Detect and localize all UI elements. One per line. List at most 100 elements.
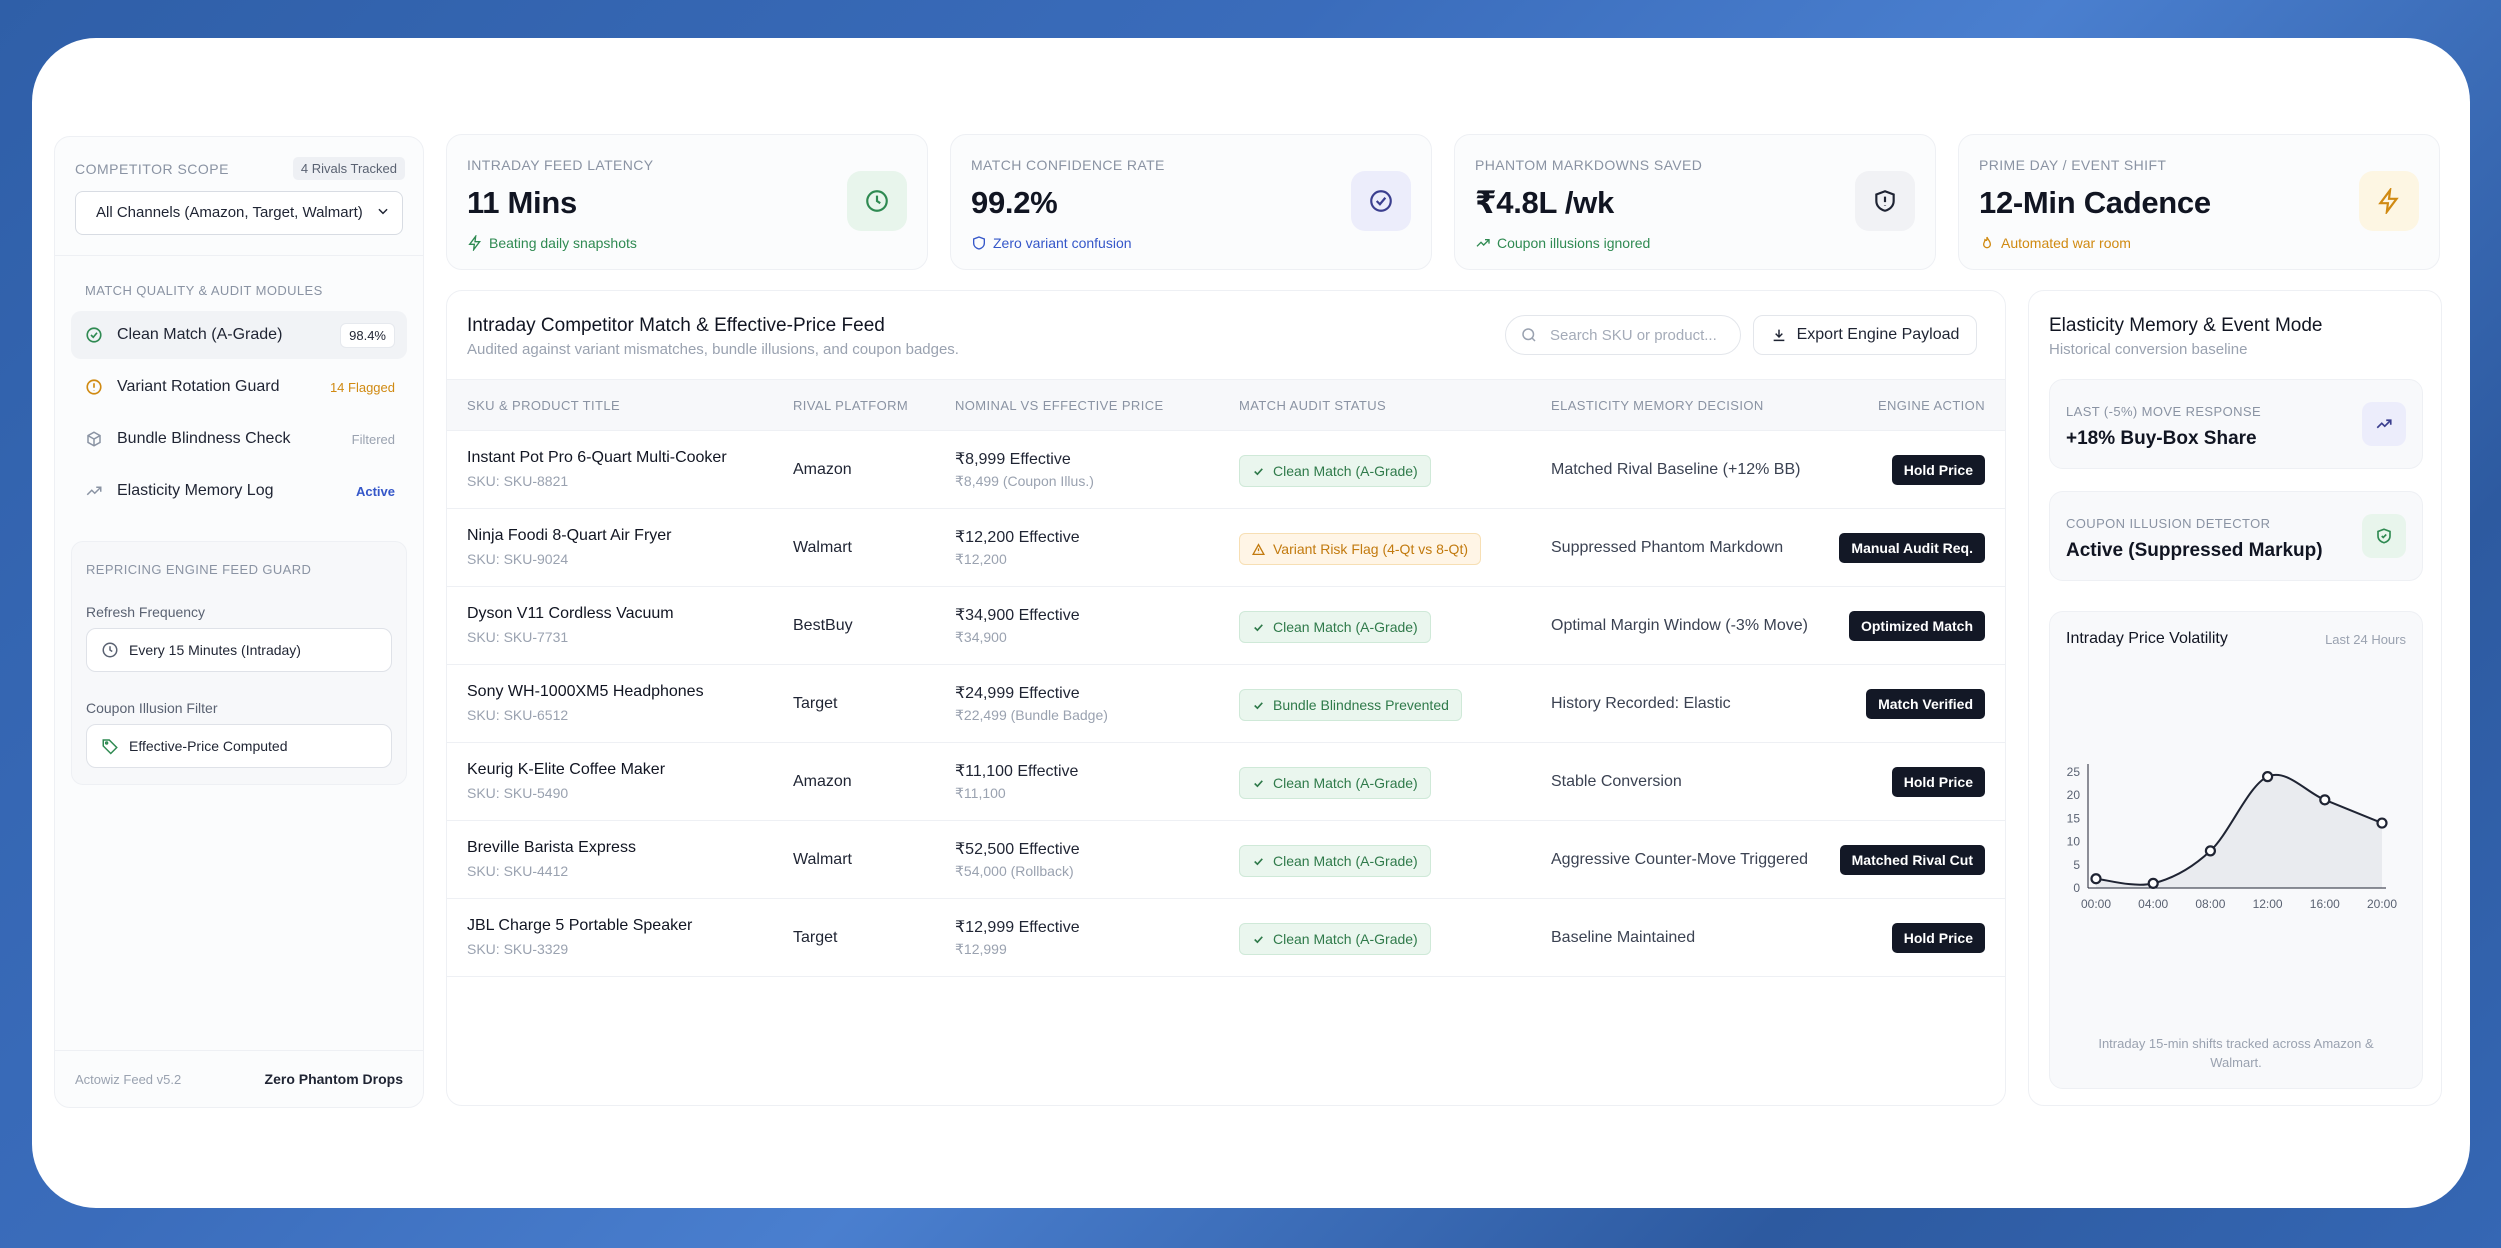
engine-action-button[interactable]: Manual Audit Req. [1839, 533, 1985, 563]
engine-action-button[interactable]: Hold Price [1891, 923, 1985, 953]
elasticity-decision: Stable Conversion [1551, 773, 1682, 790]
kpi-card-match-confidence: MATCH CONFIDENCE RATE 99.2% Zero variant… [950, 134, 1432, 270]
kpi-label: INTRADAY FEED LATENCY [467, 157, 654, 173]
sidebar-item-bundle-blindness[interactable]: Bundle Blindness Check Filtered [71, 415, 407, 463]
chart-y-tick: 25 [2067, 765, 2081, 779]
nominal-price: ₹34,900 [955, 629, 1007, 645]
kpi-value: 11 Mins [467, 185, 577, 220]
engine-action-button[interactable]: Matched Rival Cut [1839, 845, 1985, 875]
column-header: NOMINAL VS EFFECTIVE PRICE [955, 398, 1164, 413]
elasticity-decision: Aggressive Counter-Move Triggered [1551, 851, 1809, 868]
audit-status-text: Variant Risk Flag (4-Qt vs 8-Qt) [1273, 541, 1469, 557]
coupon-detector-card: COUPON ILLUSION DETECTOR Active (Suppres… [2049, 491, 2423, 581]
refresh-frequency-field[interactable]: Every 15 Minutes (Intraday) [86, 628, 392, 672]
coupon-filter-label: Coupon Illusion Filter [86, 700, 218, 716]
column-header: RIVAL PLATFORM [793, 398, 909, 413]
chart-x-tick: 16:00 [2310, 897, 2340, 911]
chart-x-tick: 12:00 [2253, 897, 2283, 911]
coupon-filter-field[interactable]: Effective-Price Computed [86, 724, 392, 768]
chart-x-tick: 00:00 [2081, 897, 2111, 911]
engine-action-button[interactable]: Match Verified [1866, 689, 1985, 719]
zero-phantom-drops: Zero Phantom Drops [264, 1071, 403, 1087]
product-sku: SKU: SKU-7731 [467, 629, 569, 645]
kpi-card-phantom-markdowns: PHANTOM MARKDOWNS SAVED ₹4.8L /wk Coupon… [1454, 134, 1936, 270]
chart-point [2319, 794, 2331, 806]
chart-point [2147, 877, 2159, 889]
table-row[interactable]: Sony WH-1000XM5 Headphones SKU: SKU-6512 T… [447, 665, 2005, 743]
nominal-price: ₹54,000 (Rollback) [955, 863, 1074, 879]
effective-price: ₹12,999 Effective [955, 919, 1080, 936]
sidebar-footer-divider [55, 1050, 423, 1051]
nominal-price: ₹22,499 (Bundle Badge) [955, 707, 1108, 723]
kpi-label: PHANTOM MARKDOWNS SAVED [1475, 157, 1703, 173]
check-circle-icon [86, 327, 102, 343]
table-header: SKU & PRODUCT TITLE RIVAL PLATFORM NOMIN… [447, 379, 2005, 431]
clock-icon [102, 642, 118, 658]
product-title: JBL Charge 5 Portable Speaker [467, 917, 693, 934]
export-button[interactable]: Export Engine Payload [1753, 315, 1977, 355]
channel-select-value: All Channels (Amazon, Target, Walmart) [96, 204, 363, 221]
elasticity-decision: Optimal Margin Window (-3% Move) [1551, 617, 1808, 634]
chart-x-tick: 04:00 [2138, 897, 2168, 911]
table-row[interactable]: Ninja Foodi 8-Quart Air Fryer SKU: SKU-90… [447, 509, 2005, 587]
sidebar-item-elasticity-memory[interactable]: Elasticity Memory Log Active [71, 467, 407, 515]
sidebar-item-clean-match[interactable]: Clean Match (A-Grade) 98.4% [71, 311, 407, 359]
rival-platform: Target [793, 929, 838, 946]
chart-range: Last 24 Hours [2325, 632, 2406, 647]
audit-status-badge: Bundle Blindness Prevented [1239, 689, 1462, 721]
engine-action-button[interactable]: Optimized Match [1848, 611, 1985, 641]
table-row[interactable]: Instant Pot Pro 6-Quart Multi-Cooker SKU:… [447, 431, 2005, 509]
engine-action-button[interactable]: Hold Price [1891, 767, 1985, 797]
check-icon [1254, 857, 1263, 865]
rival-platform: Walmart [793, 851, 852, 868]
audit-status-text: Clean Match (A-Grade) [1273, 619, 1418, 635]
chart-footer: Intraday 15-min shifts tracked across Am… [2098, 1036, 2374, 1070]
product-sku: SKU: SKU-4412 [467, 863, 569, 879]
trending-up-icon [2376, 419, 2392, 429]
check-icon [1254, 623, 1263, 631]
kpi-sub-text: Automated war room [2001, 235, 2131, 251]
audit-status-badge: Variant Risk Flag (4-Qt vs 8-Qt) [1239, 533, 1482, 565]
product-sku: SKU: SKU-6512 [467, 707, 569, 723]
product-title: Breville Barista Express [467, 839, 636, 856]
sidebar-item-label: Clean Match (A-Grade) [117, 326, 283, 343]
guard-title: REPRICING ENGINE FEED GUARD [86, 562, 312, 577]
panel-subtitle: Audited against variant mismatches, bund… [467, 341, 959, 358]
table-row[interactable]: Keurig K-Elite Coffee Maker SKU: SKU-5490… [447, 743, 2005, 821]
package-icon [87, 431, 101, 447]
table-row[interactable]: Breville Barista Express SKU: SKU-4412 Wal… [447, 821, 2005, 899]
table-row[interactable]: JBL Charge 5 Portable Speaker SKU: SKU-33… [447, 899, 2005, 977]
nominal-price: ₹8,499 (Coupon Illus.) [955, 473, 1094, 489]
sidebar-item-variant-rotation[interactable]: Variant Rotation Guard 14 Flagged [71, 363, 407, 411]
chart-y-tick: 5 [2073, 858, 2080, 872]
elasticity-panel: Elasticity Memory & Event Mode Historica… [2028, 290, 2442, 1106]
effective-price: ₹8,999 Effective [955, 451, 1071, 468]
product-sku: SKU: SKU-9024 [467, 551, 569, 567]
audit-status-badge: Clean Match (A-Grade) [1239, 455, 1431, 487]
product-title: Sony WH-1000XM5 Headphones [467, 683, 704, 700]
tag-icon [102, 739, 118, 755]
channel-select[interactable]: All Channels (Amazon, Target, Walmart) [75, 191, 403, 235]
rival-platform: Amazon [793, 461, 852, 478]
panel-title: Elasticity Memory & Event Mode [2049, 315, 2323, 336]
panel-subtitle: Historical conversion baseline [2049, 341, 2248, 358]
product-title: Instant Pot Pro 6-Quart Multi-Cooker [467, 449, 727, 466]
nominal-price: ₹11,100 [955, 785, 1006, 801]
sidebar-item-badge: 98.4% [340, 322, 395, 348]
chart-x-tick: 08:00 [2195, 897, 2225, 911]
kpi-sub: Automated war room [1979, 235, 2131, 251]
kpi-sub-text: Coupon illusions ignored [1497, 235, 1651, 251]
kpi-card-feed-latency: INTRADAY FEED LATENCY 11 Mins Beating da… [446, 134, 928, 270]
kpi-value: 12-Min Cadence [1979, 185, 2211, 220]
table-row[interactable]: Dyson V11 Cordless Vacuum SKU: SKU-7731 Be… [447, 587, 2005, 665]
audit-status-text: Clean Match (A-Grade) [1273, 931, 1418, 947]
elasticity-decision: Baseline Maintained [1551, 929, 1696, 946]
rival-platform: Amazon [793, 773, 852, 790]
sidebar-item-label: Elasticity Memory Log [117, 482, 274, 499]
effective-price: ₹52,500 Effective [955, 841, 1080, 858]
chart-y-tick: 0 [2073, 881, 2080, 895]
search-input[interactable]: Search SKU or product... [1505, 315, 1741, 355]
chart-y-tick: 10 [2067, 835, 2081, 849]
modules-label: MATCH QUALITY & AUDIT MODULES [85, 283, 323, 298]
engine-action-button[interactable]: Hold Price [1891, 455, 1985, 485]
